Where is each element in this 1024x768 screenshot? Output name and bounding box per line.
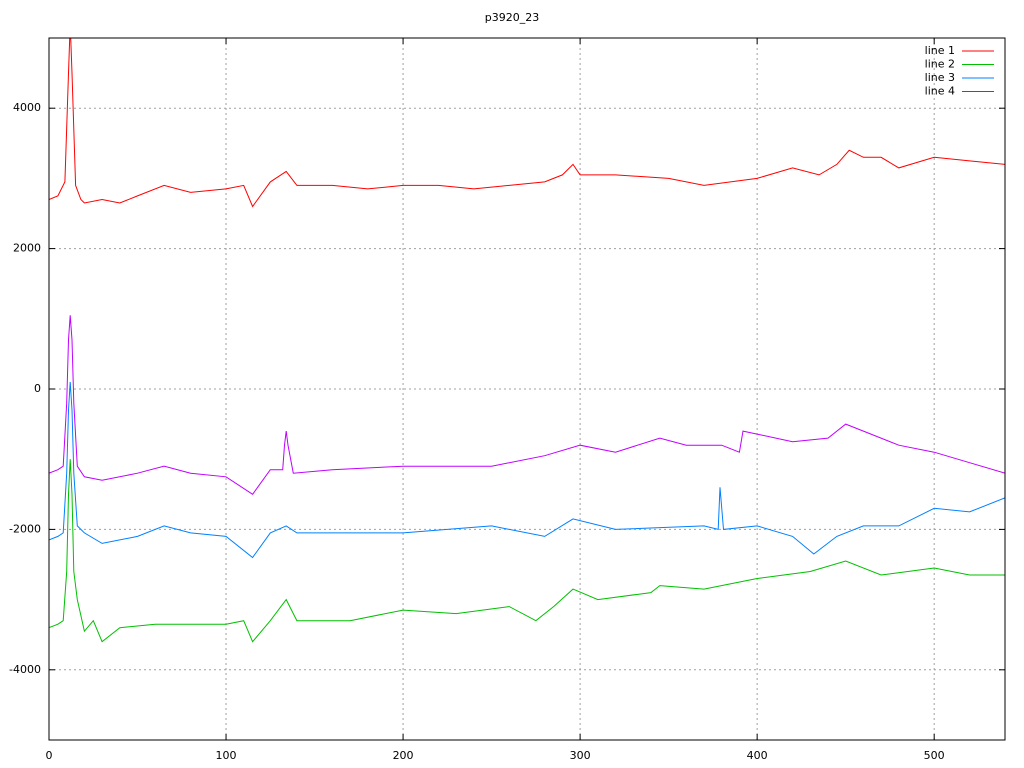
y-tick-label: 4000	[13, 101, 41, 114]
x-tick-label: 400	[747, 749, 768, 762]
legend-label: line 2	[925, 58, 955, 71]
data-line	[49, 315, 1005, 495]
legend-label: line 3	[925, 71, 955, 84]
plot-border	[48, 37, 1006, 741]
legend-label: line 4	[925, 85, 955, 98]
x-tick-label: 300	[570, 749, 591, 762]
y-tick-label: 2000	[13, 242, 41, 255]
grid: -4000 -2000 0 2000 4000 0 100 200 300 400 500	[9, 38, 1005, 762]
plot-area	[49, 38, 1005, 643]
chart-title: p3920_23	[485, 11, 539, 24]
data-line	[49, 381, 1005, 559]
x-tick-label: 200	[393, 749, 414, 762]
y-tick-label: -4000	[9, 663, 41, 676]
x-tick-label: 0	[46, 749, 53, 762]
legend-label: line 1	[925, 44, 955, 57]
x-tick-label: 100	[216, 749, 237, 762]
data-line	[49, 459, 1005, 643]
x-tick-label: 500	[924, 749, 945, 762]
data-line	[49, 38, 1005, 208]
y-tick-label: -2000	[9, 522, 41, 535]
y-tick-label: 0	[34, 382, 41, 395]
